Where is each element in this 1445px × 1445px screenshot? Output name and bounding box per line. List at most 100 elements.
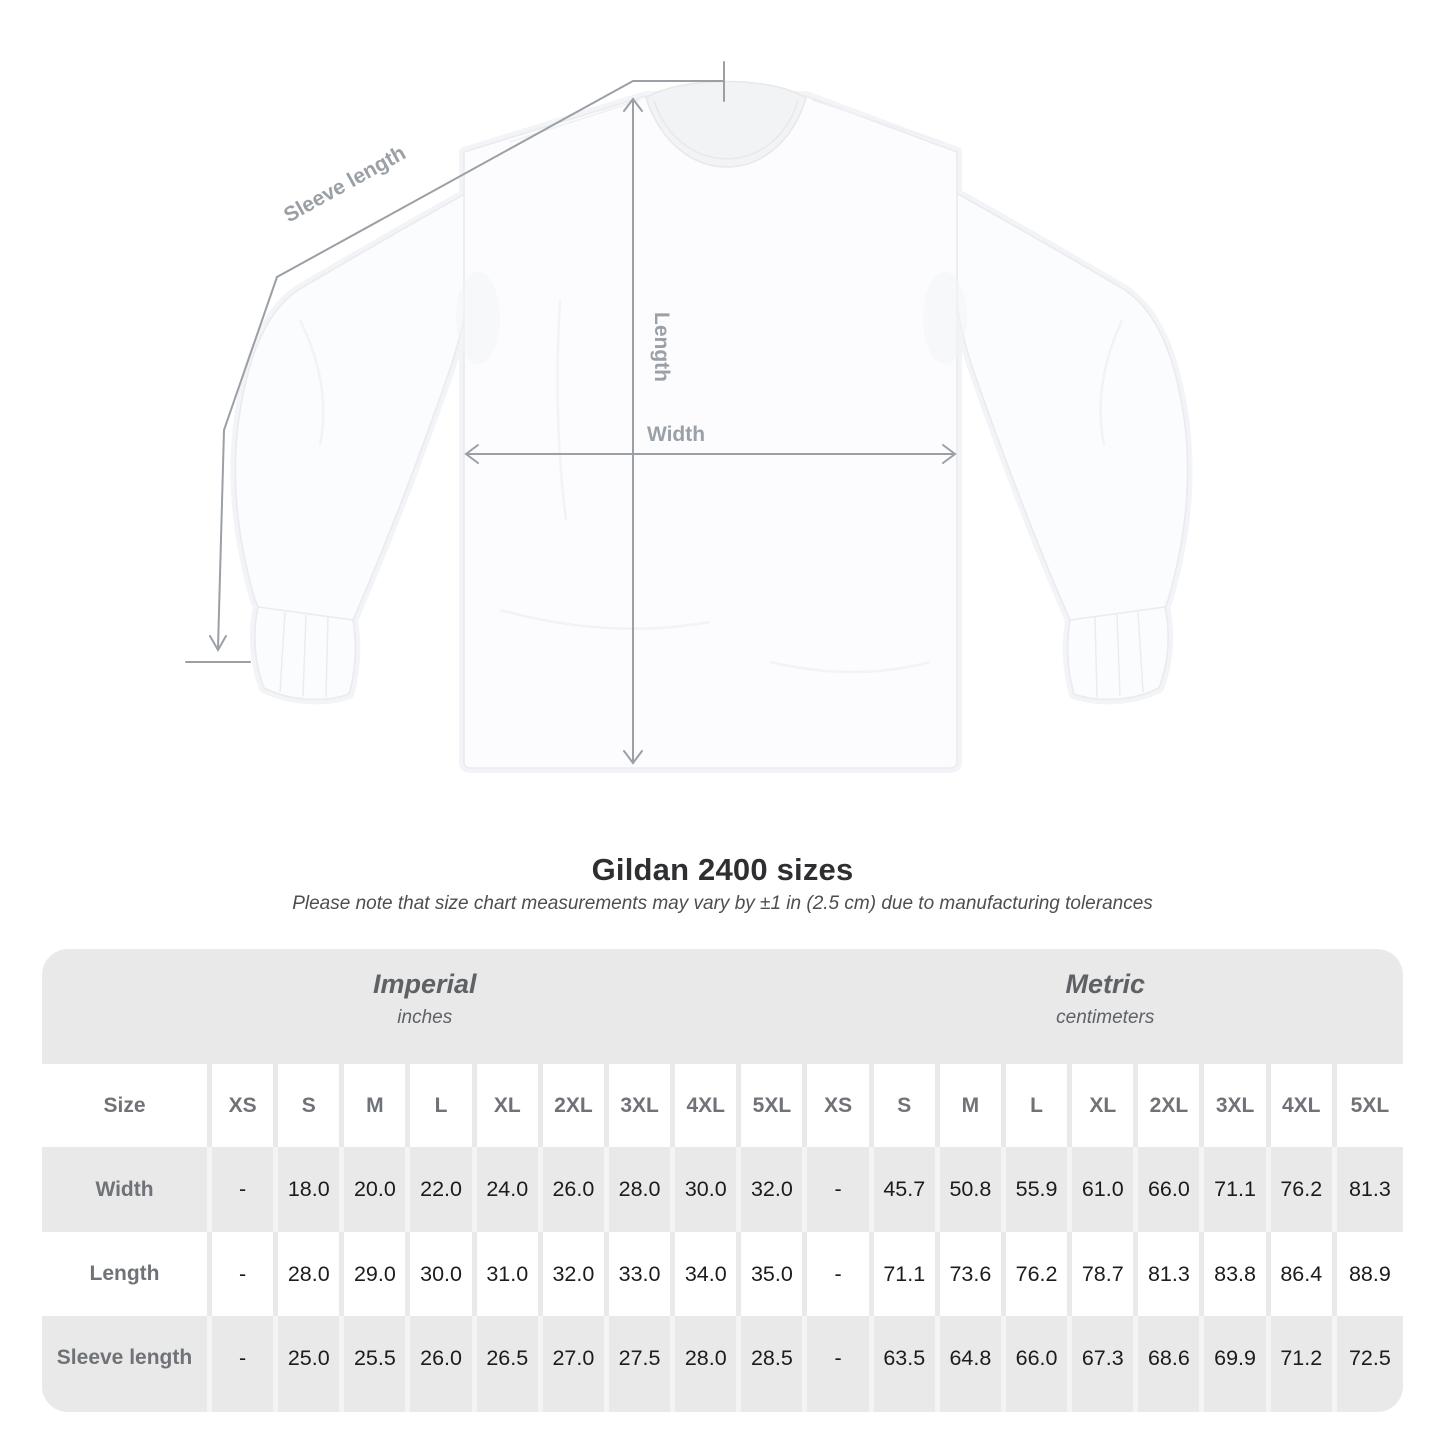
size-col-header: 3XL bbox=[1204, 1064, 1271, 1147]
width-label: Width bbox=[647, 423, 705, 446]
page-subtitle: Please note that size chart measurements… bbox=[292, 893, 1153, 914]
metric-group-title: Metric bbox=[1065, 969, 1146, 999]
shirt-body bbox=[463, 95, 958, 769]
value-cell: 86.4 bbox=[1270, 1232, 1337, 1316]
value-cell: 26.5 bbox=[476, 1316, 543, 1412]
value-cell: 28.0 bbox=[278, 1232, 345, 1316]
imperial-group-unit: inches bbox=[397, 1007, 453, 1028]
value-cell: 50.8 bbox=[939, 1147, 1006, 1232]
value-cell: 63.5 bbox=[873, 1316, 940, 1412]
size-table: Imperial inches Metric centimeters Size X… bbox=[42, 949, 1403, 1412]
imperial-group-title: Imperial bbox=[372, 969, 477, 999]
size-col-header: L bbox=[410, 1064, 477, 1147]
value-cell: 28.5 bbox=[741, 1316, 808, 1412]
value-cell: - bbox=[807, 1147, 874, 1232]
value-cell: 72.5 bbox=[1336, 1316, 1403, 1412]
value-cell: 29.0 bbox=[344, 1232, 411, 1316]
shoulder-seam-left bbox=[509, 99, 641, 143]
table-row-sleeve-length: Sleeve length -25.0 25.5 26.0 26.5 27.0 27.5 28… bbox=[42, 1316, 1403, 1412]
value-cell: 31.0 bbox=[476, 1232, 543, 1316]
value-cell: 88.9 bbox=[1336, 1232, 1403, 1316]
row-label: Sleeve length bbox=[42, 1316, 212, 1412]
value-cell: 32.0 bbox=[741, 1147, 808, 1232]
size-col-header: 5XL bbox=[1336, 1064, 1403, 1147]
value-cell: 25.0 bbox=[278, 1316, 345, 1412]
value-cell: 20.0 bbox=[344, 1147, 411, 1232]
size-col-header: L bbox=[1005, 1064, 1073, 1147]
shirt-left-sleeve bbox=[234, 97, 647, 701]
measurement-lines bbox=[185, 61, 957, 765]
length-label: Length bbox=[650, 312, 673, 382]
value-cell: 24.0 bbox=[476, 1147, 543, 1232]
value-cell: 66.0 bbox=[1138, 1147, 1205, 1232]
shirt-right-sleeve bbox=[776, 97, 1189, 701]
table-row-width: Width -18.0 20.0 22.0 24.0 26.0 28.0 30.0 32.0-4… bbox=[42, 1147, 1403, 1232]
size-col-header: XL bbox=[476, 1064, 543, 1147]
size-col-header: 3XL bbox=[608, 1064, 676, 1147]
size-col-header: 2XL bbox=[542, 1064, 609, 1147]
value-cell: 69.9 bbox=[1204, 1316, 1271, 1412]
value-cell: 76.2 bbox=[1270, 1147, 1337, 1232]
size-col-header: XL bbox=[1072, 1064, 1139, 1147]
width-arrowhead-right bbox=[942, 444, 957, 464]
size-col-header: 4XL bbox=[1270, 1064, 1337, 1147]
value-cell: 35.0 bbox=[741, 1232, 808, 1316]
value-cell: 34.0 bbox=[675, 1232, 742, 1316]
shoulder-seam-right bbox=[811, 99, 943, 143]
unit-group-metric: Metric centimeters bbox=[808, 949, 1404, 1064]
value-cell: 27.0 bbox=[542, 1316, 609, 1412]
value-cell: 30.0 bbox=[410, 1232, 477, 1316]
value-cell: 76.2 bbox=[1005, 1232, 1073, 1316]
length-arrowhead-top bbox=[623, 97, 643, 112]
value-cell: 78.7 bbox=[1072, 1232, 1139, 1316]
value-cell: - bbox=[807, 1232, 874, 1316]
value-cell: 33.0 bbox=[608, 1232, 676, 1316]
value-cell: 28.0 bbox=[675, 1316, 742, 1412]
page-title: Gildan 2400 sizes bbox=[591, 852, 854, 887]
shirt-diagram: Sleeve length Length Width bbox=[185, 61, 1193, 773]
value-cell: 32.0 bbox=[542, 1232, 609, 1316]
unit-group-header-row: Imperial inches Metric centimeters bbox=[42, 949, 1403, 1064]
value-cell: 71.1 bbox=[873, 1232, 940, 1316]
size-col-header: XS bbox=[212, 1064, 279, 1147]
size-corner-label: Size bbox=[42, 1064, 212, 1147]
value-cell: 55.9 bbox=[1005, 1147, 1073, 1232]
value-cell: - bbox=[212, 1147, 279, 1232]
size-col-header: M bbox=[344, 1064, 411, 1147]
value-cell: 22.0 bbox=[410, 1147, 477, 1232]
unit-group-imperial: Imperial inches bbox=[42, 949, 808, 1064]
value-cell: 25.5 bbox=[344, 1316, 411, 1412]
value-cell: 68.6 bbox=[1138, 1316, 1205, 1412]
shirt-wrinkles bbox=[298, 299, 1124, 674]
length-arrowhead-bottom bbox=[623, 750, 643, 765]
row-label: Width bbox=[42, 1147, 212, 1232]
size-header-row: Size XS S M L XL 2XL 3XL 4XL 5XL XS S M L XL 2XL 3XL 4XL 5… bbox=[42, 1064, 1403, 1147]
value-cell: 73.6 bbox=[939, 1232, 1006, 1316]
value-cell: - bbox=[212, 1232, 279, 1316]
value-cell: 30.0 bbox=[675, 1147, 742, 1232]
value-cell: 66.0 bbox=[1005, 1316, 1073, 1412]
value-cell: 67.3 bbox=[1072, 1316, 1139, 1412]
value-cell: 18.0 bbox=[278, 1147, 345, 1232]
value-cell: 26.0 bbox=[542, 1147, 609, 1232]
size-col-header: XS bbox=[807, 1064, 874, 1147]
row-label: Length bbox=[42, 1232, 212, 1316]
collar-rib-line bbox=[653, 100, 799, 160]
size-col-header: 4XL bbox=[675, 1064, 742, 1147]
value-cell: 61.0 bbox=[1072, 1147, 1139, 1232]
value-cell: - bbox=[807, 1316, 874, 1412]
cuff-details bbox=[257, 606, 1166, 698]
value-cell: 81.3 bbox=[1138, 1232, 1205, 1316]
value-cell: 71.2 bbox=[1270, 1316, 1337, 1412]
size-col-header: M bbox=[939, 1064, 1006, 1147]
size-col-header: 5XL bbox=[741, 1064, 808, 1147]
size-col-header: 2XL bbox=[1138, 1064, 1205, 1147]
value-cell: 83.8 bbox=[1204, 1232, 1271, 1316]
value-cell: 71.1 bbox=[1204, 1147, 1271, 1232]
sleeve-measure-line bbox=[217, 80, 725, 649]
value-cell: 27.5 bbox=[608, 1316, 676, 1412]
width-arrowhead-left bbox=[464, 444, 479, 464]
sleeve-arrowhead bbox=[209, 635, 227, 653]
size-col-header: S bbox=[278, 1064, 345, 1147]
value-cell: 81.3 bbox=[1336, 1147, 1403, 1232]
